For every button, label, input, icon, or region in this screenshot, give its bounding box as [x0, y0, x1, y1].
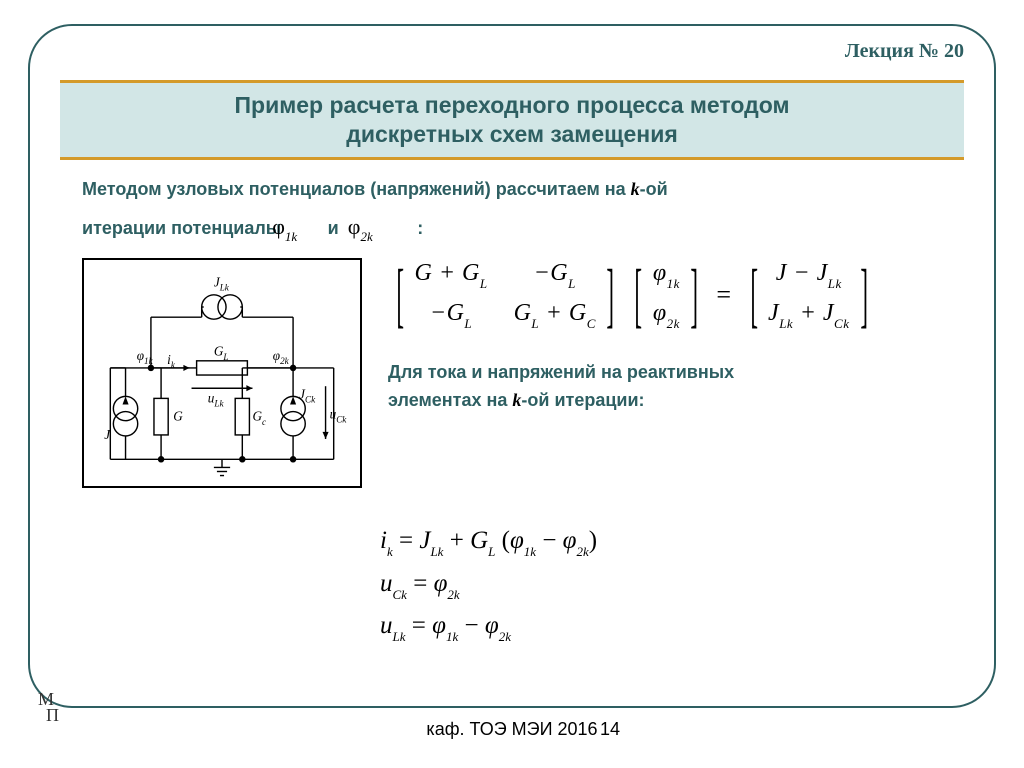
svg-text:G: G: [173, 409, 183, 424]
phi1-sym: φ: [272, 214, 285, 239]
slide: Лекция № 20 Пример расчета переходного п…: [0, 0, 1024, 768]
b2a: J: [768, 300, 779, 326]
para-reactive: Для тока и напряжений на реактивных элем…: [388, 358, 954, 416]
a21-sub: L: [464, 316, 472, 331]
lecture-number: Лекция № 20: [845, 40, 964, 63]
a12-sub: L: [568, 276, 576, 291]
title-line-2: дискретных схем замещения: [70, 120, 954, 149]
title-line-1: Пример расчета переходного процесса мето…: [70, 91, 954, 120]
para2-l1: Для тока и напряжений на реактивных: [388, 362, 734, 382]
a22-plus: + G: [539, 300, 587, 326]
a11: G + G: [414, 260, 479, 286]
a22b-sub: C: [587, 316, 596, 331]
x2-sub: 2k: [667, 316, 680, 331]
right-column: [ G + GL −GL −GL GL + GC ] [ φ1k φ2k: [388, 258, 954, 415]
intro-b: -ой: [640, 179, 668, 199]
eq-uCk: uCk = φ2k: [380, 563, 597, 606]
intro-and: и: [328, 218, 339, 238]
intro-paragraph: Методом узловых потенциалов (напряжений)…: [82, 172, 944, 248]
J-vector: [ J − JLk JLk + JCk ]: [742, 258, 876, 332]
svg-text:φ2k: φ2k: [273, 348, 290, 366]
G-matrix: [ G + GL −GL −GL GL + GC ]: [388, 258, 622, 332]
circuit-diagram: JLk GL φ1k φ2k ik: [82, 258, 362, 488]
svg-text:uLk: uLk: [208, 390, 225, 408]
phi2-sub: 2k: [360, 229, 372, 244]
phi-vector: [ φ1k φ2k ]: [626, 258, 706, 332]
svg-text:JLk: JLk: [214, 275, 230, 293]
phi2-sym: φ: [348, 214, 361, 239]
footer-text: каф. ТОЭ МЭИ 2016: [426, 719, 597, 739]
a11-sub: L: [480, 276, 488, 291]
footer: каф. ТОЭ МЭИ 2016 14: [0, 719, 1024, 740]
para2-l2: элементах на: [388, 390, 512, 410]
a12: −G: [534, 260, 569, 286]
x1: φ: [653, 260, 667, 286]
intro-a: Методом узловых потенциалов (напряжений)…: [82, 179, 631, 199]
eq-uLk: uLk = φ1k − φ2k: [380, 605, 597, 648]
page-number: 14: [600, 719, 620, 740]
b2-plus: + J: [793, 300, 834, 326]
b2a-sub: Lk: [779, 316, 793, 331]
intro-line2: итерации потенциалы: [82, 218, 281, 238]
a22a-sub: L: [531, 316, 539, 331]
para2-l2b: -ой итерации:: [521, 390, 644, 410]
a22a: G: [514, 300, 532, 326]
a21: −G: [430, 300, 465, 326]
svg-text:Gc: Gc: [252, 409, 266, 427]
phi1-sub: 1k: [285, 229, 297, 244]
equals: =: [710, 280, 737, 310]
content-row: JLk GL φ1k φ2k ik: [82, 258, 954, 488]
intro-colon: :: [417, 218, 423, 238]
b2b-sub: Ck: [834, 316, 849, 331]
eq-ik: ik = JLk + GL (φ1k − φ2k): [380, 520, 597, 563]
svg-text:GL: GL: [214, 344, 229, 362]
x1-sub: 1k: [667, 276, 680, 291]
matrix-equation: [ G + GL −GL −GL GL + GC ] [ φ1k φ2k: [388, 258, 954, 332]
title-bar: Пример расчета переходного процесса мето…: [60, 80, 964, 160]
svg-text:JCk: JCk: [299, 386, 316, 404]
svg-text:uCk: uCk: [330, 407, 348, 425]
b1-sub: Lk: [828, 276, 842, 291]
b1: J − J: [776, 260, 828, 286]
scalar-equations: ik = JLk + GL (φ1k − φ2k) uCk = φ2k uLk …: [380, 520, 597, 648]
mp-m: М: [38, 693, 54, 706]
intro-k: k: [631, 179, 640, 199]
x2: φ: [653, 300, 667, 326]
circuit-svg: JLk GL φ1k φ2k ik: [90, 266, 354, 480]
